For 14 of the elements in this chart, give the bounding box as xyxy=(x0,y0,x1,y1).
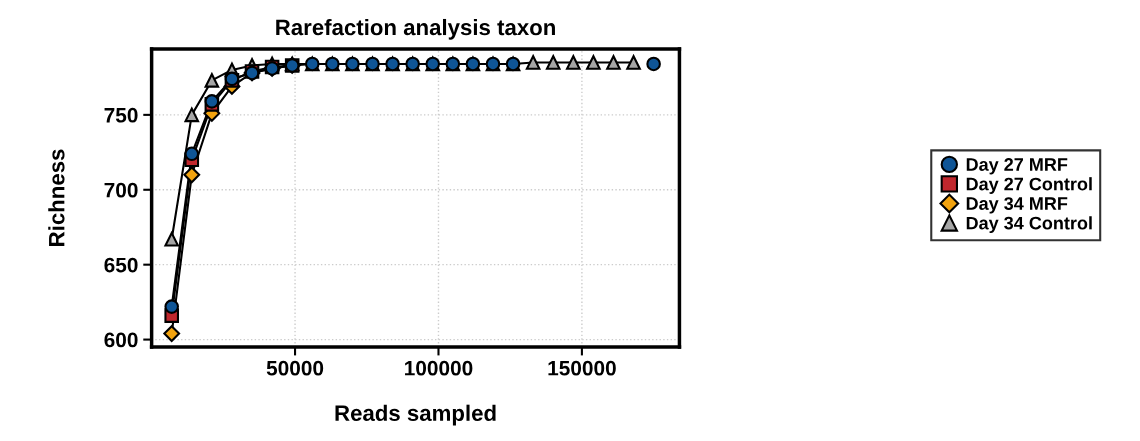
legend-label: Day 27 Control xyxy=(966,177,1092,194)
y-tick-label: 700 xyxy=(104,182,138,198)
x-tick-label: 50000 xyxy=(266,360,324,376)
legend-label: Day 34 MRF xyxy=(966,197,1068,214)
x-tick-label: 150000 xyxy=(548,360,616,376)
y-axis-title: Richness xyxy=(48,149,65,246)
legend-label: Day 27 MRF xyxy=(966,158,1068,175)
x-tick-label: 100000 xyxy=(405,360,473,376)
chart-title: Rarefaction analysis taxon xyxy=(276,18,555,40)
legend-label: Day 34 Control xyxy=(966,216,1092,234)
x-axis-title: Reads sampled xyxy=(335,404,496,426)
y-tick-label: 600 xyxy=(104,332,138,348)
y-tick-label: 750 xyxy=(104,107,138,123)
y-tick-label: 650 xyxy=(104,257,138,273)
